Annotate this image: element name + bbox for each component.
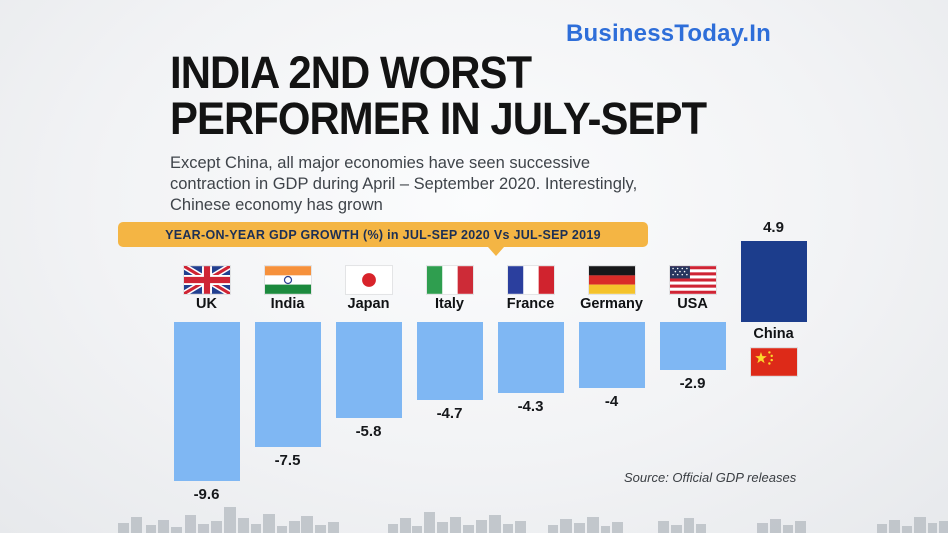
- france-flag-icon: [507, 266, 554, 294]
- page-title: INDIA 2ND WORST PERFORMER IN JULY-SEPT: [170, 47, 707, 144]
- title-line-2: PERFORMER IN JULY-SEPT: [170, 92, 707, 144]
- chart-column-france: France -4.3: [490, 218, 571, 523]
- country-label: France: [506, 296, 555, 312]
- chart-column-italy: Italy -4.7: [409, 218, 490, 523]
- country-label: India: [270, 296, 305, 312]
- chart: UK -9.6 India -7.5 Japan -5.8 Italy -4.7 France -…: [166, 218, 814, 523]
- subtitle-line: Except China, all major economies have s…: [170, 154, 591, 172]
- value-label: -4.7: [436, 405, 463, 423]
- bar-germany: [578, 322, 645, 389]
- value-label: -9.6: [193, 486, 220, 504]
- india-flag-icon: [264, 266, 311, 294]
- chart-column-china: China 4.9: [733, 218, 814, 523]
- uk-flag-icon: [183, 266, 230, 294]
- value-label: -4: [604, 393, 619, 411]
- banner-pointer-icon: [488, 247, 504, 256]
- germany-flag-icon: [588, 266, 635, 294]
- source-note: Source: Official GDP releases: [624, 470, 797, 485]
- china-flag-icon: [750, 348, 797, 376]
- subtitle-line: contraction in GDP during April – Septem…: [170, 175, 638, 194]
- country-label: Germany: [580, 296, 643, 312]
- value-label: -5.8: [355, 423, 382, 441]
- value-label: -4.3: [517, 398, 544, 416]
- country-label: USA: [677, 296, 708, 312]
- subtitle-line: Chinese economy has grown: [170, 196, 383, 215]
- chart-column-germany: Germany -4: [571, 218, 652, 523]
- bar-usa: [659, 322, 726, 371]
- japan-flag-icon: [345, 266, 392, 294]
- subtitle: Except China, all major economies have s…: [170, 153, 637, 216]
- country-label: Japan: [347, 296, 390, 312]
- italy-flag-icon: [426, 266, 473, 294]
- chart-column-usa: USA -2.9: [652, 218, 733, 523]
- brand-logo: BusinessToday.In: [566, 20, 772, 47]
- country-label: Italy: [434, 296, 464, 312]
- title-line-1: INDIA 2ND WORST: [170, 47, 532, 98]
- country-label: UK: [196, 296, 217, 312]
- bar-china: [740, 240, 807, 322]
- value-label: -2.9: [679, 375, 706, 393]
- chart-column-japan: Japan -5.8: [328, 218, 409, 523]
- country-label: China: [753, 326, 794, 342]
- value-label: -7.5: [274, 451, 301, 469]
- city-skyline-graphic: [118, 507, 948, 533]
- chart-column-india: India -7.5: [247, 218, 328, 523]
- bar-italy: [416, 322, 483, 401]
- usa-flag-icon: [669, 266, 716, 294]
- bar-japan: [335, 322, 402, 419]
- bar-uk: [173, 322, 240, 482]
- bar-india: [254, 322, 321, 447]
- value-label: 4.9: [763, 218, 784, 236]
- bar-france: [497, 322, 564, 394]
- chart-column-uk: UK -9.6: [166, 218, 247, 523]
- chart-title-banner: YEAR-ON-YEAR GDP GROWTH (%) in JUL-SEP 2…: [118, 222, 648, 247]
